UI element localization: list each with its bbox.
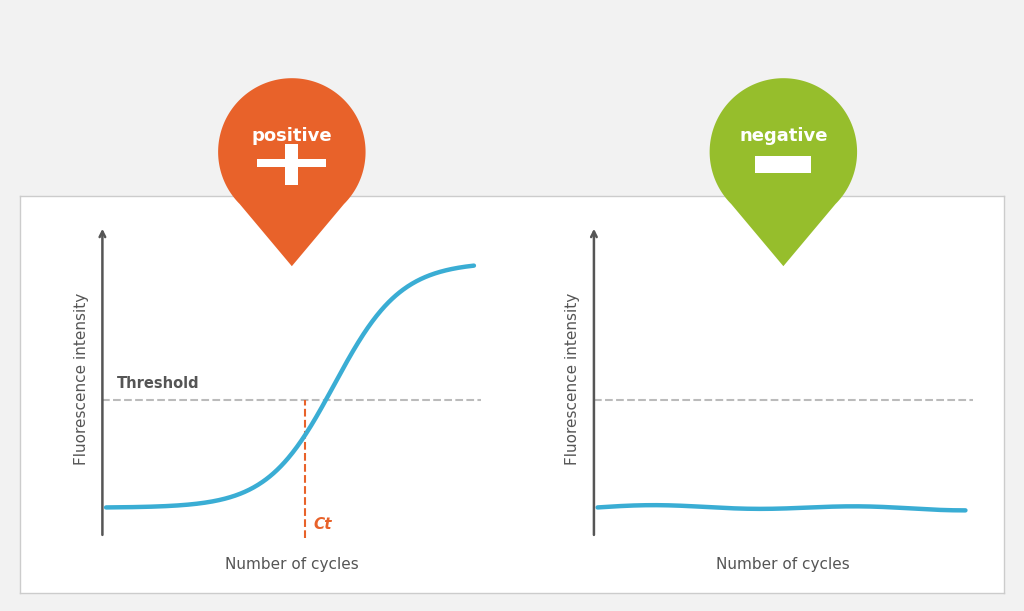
X-axis label: Number of cycles: Number of cycles — [717, 557, 850, 572]
Text: negative: negative — [739, 126, 827, 145]
X-axis label: Number of cycles: Number of cycles — [225, 557, 358, 572]
Y-axis label: Fluorescence intensity: Fluorescence intensity — [74, 293, 88, 465]
Text: positive: positive — [252, 126, 332, 145]
Y-axis label: Fluorescence intensity: Fluorescence intensity — [565, 293, 580, 465]
Text: Ct: Ct — [314, 517, 333, 532]
Text: Threshold: Threshold — [117, 376, 200, 391]
